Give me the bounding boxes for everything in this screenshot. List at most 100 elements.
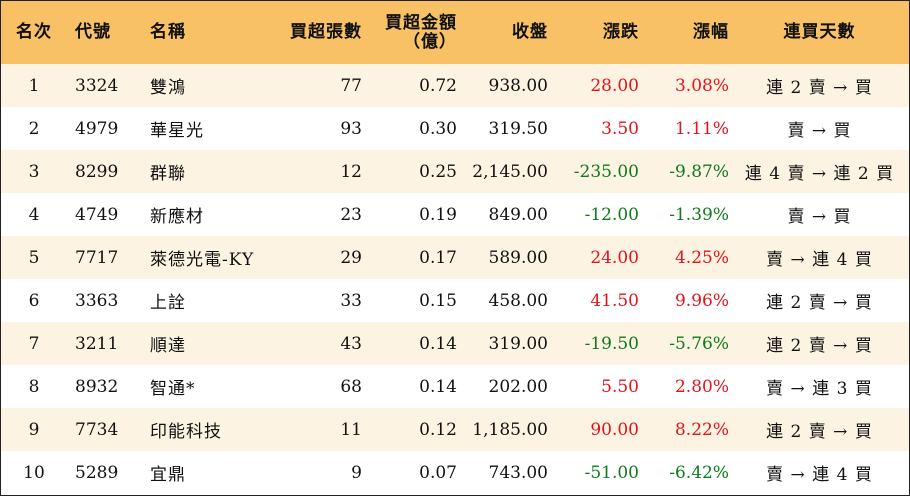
cell-close: 319.00 xyxy=(488,333,548,354)
cell-net-buy-sheets: 11 xyxy=(340,419,362,440)
cell-name: 華星光 xyxy=(150,121,204,141)
cell-change-pct: -1.39% xyxy=(669,204,729,225)
cell-buy-streak: 連 2 賣 → 買 xyxy=(766,78,873,98)
cell-close: 1,185.00 xyxy=(472,419,548,440)
cell-rank: 5 xyxy=(28,247,40,268)
cell-change: -51.00 xyxy=(584,462,639,483)
cell-name: 群聯 xyxy=(150,164,186,184)
cell-change: 3.50 xyxy=(601,118,639,139)
header-amount-line1: 買超金額 xyxy=(385,12,457,33)
cell-net-buy-sheets: 43 xyxy=(340,333,362,354)
cell-change: 41.50 xyxy=(590,290,639,311)
header-net-buy-sheets: 買超張數 xyxy=(290,22,362,42)
header-net-buy-amount: 買超金額 （億） xyxy=(365,1,460,64)
cell-buy-streak: 連 2 賣 → 買 xyxy=(766,336,873,356)
cell-change: -235.00 xyxy=(573,161,639,182)
cell-change-pct: 3.08% xyxy=(674,75,729,96)
cell-change: -12.00 xyxy=(584,204,639,225)
cell-close: 938.00 xyxy=(488,75,548,96)
cell-change-pct: 9.96% xyxy=(674,290,729,311)
cell-close: 319.50 xyxy=(488,118,548,139)
header-change-pct: 漲幅 xyxy=(693,22,729,42)
cell-code: 8299 xyxy=(75,161,119,182)
cell-buy-streak: 賣 → 連 4 買 xyxy=(766,465,873,485)
cell-rank: 1 xyxy=(28,75,40,96)
cell-buy-streak: 賣 → 連 3 買 xyxy=(766,379,873,399)
cell-net-buy-sheets: 33 xyxy=(340,290,362,311)
cell-name: 印能科技 xyxy=(150,422,222,442)
cell-net-buy-amount: 0.17 xyxy=(419,247,457,268)
cell-change-pct: 8.22% xyxy=(674,419,729,440)
cell-rank: 7 xyxy=(28,333,40,354)
cell-name: 新應材 xyxy=(150,207,204,227)
cell-close: 849.00 xyxy=(488,204,548,225)
header-buy-streak: 連買天數 xyxy=(783,22,856,42)
cell-net-buy-sheets: 77 xyxy=(340,75,362,96)
table-row: 2 4979 華星光 93 0.30 319.50 3.50 1.11% 賣 → 買 xyxy=(1,107,909,150)
cell-buy-streak: 賣 → 買 xyxy=(787,121,852,141)
cell-change: 28.00 xyxy=(590,75,639,96)
cell-change-pct: -5.76% xyxy=(669,333,729,354)
table-row: 9 7734 印能科技 11 0.12 1,185.00 90.00 8.22% 連 2 賣 →… xyxy=(1,408,909,451)
cell-rank: 4 xyxy=(28,204,40,225)
cell-buy-streak: 連 2 賣 → 買 xyxy=(766,293,873,313)
header-change: 漲跌 xyxy=(603,22,639,42)
table-header-row: 名次 代號 名稱 買超張數 買超金額 （億） 收盤 漲跌 漲幅 連買天數 xyxy=(1,1,909,64)
cell-net-buy-sheets: 9 xyxy=(351,462,362,483)
cell-buy-streak: 賣 → 連 4 買 xyxy=(766,250,873,270)
cell-change-pct: 1.11% xyxy=(674,118,729,139)
cell-name: 宜鼎 xyxy=(150,465,186,485)
cell-close: 2,145.00 xyxy=(472,161,548,182)
cell-name: 雙鴻 xyxy=(150,78,186,98)
table-row: 1 3324 雙鴻 77 0.72 938.00 28.00 3.08% 連 2 賣 → 買 xyxy=(1,64,909,107)
cell-name: 萊德光電-KY xyxy=(150,250,255,270)
cell-code: 8932 xyxy=(75,376,119,397)
cell-code: 4749 xyxy=(75,204,119,225)
cell-change-pct: 2.80% xyxy=(674,376,729,397)
cell-net-buy-amount: 0.30 xyxy=(419,118,457,139)
cell-change: 24.00 xyxy=(590,247,639,268)
cell-code: 7717 xyxy=(75,247,119,268)
cell-buy-streak: 連 4 賣 → 連 2 買 xyxy=(744,164,895,184)
header-close: 收盤 xyxy=(512,22,548,42)
cell-rank: 10 xyxy=(23,462,45,483)
table-row: 7 3211 順達 43 0.14 319.00 -19.50 -5.76% 連 2 賣 → 買 xyxy=(1,322,909,365)
cell-buy-streak: 連 2 賣 → 買 xyxy=(766,422,873,442)
table-row: 8 8932 智通* 68 0.14 202.00 5.50 2.80% 賣 → 連 3 買 xyxy=(1,365,909,408)
table-row: 5 7717 萊德光電-KY 29 0.17 589.00 24.00 4.25% 賣 → 連 … xyxy=(1,236,909,279)
cell-change: 5.50 xyxy=(601,376,639,397)
cell-net-buy-amount: 0.72 xyxy=(419,75,457,96)
cell-change-pct: -6.42% xyxy=(669,462,729,483)
header-amount-line2: （億） xyxy=(403,31,457,52)
cell-close: 458.00 xyxy=(488,290,548,311)
cell-name: 智通* xyxy=(150,379,196,399)
cell-net-buy-sheets: 23 xyxy=(340,204,362,225)
cell-net-buy-sheets: 93 xyxy=(340,118,362,139)
cell-net-buy-amount: 0.19 xyxy=(419,204,457,225)
cell-net-buy-sheets: 12 xyxy=(340,161,362,182)
cell-rank: 8 xyxy=(28,376,40,397)
header-code: 代號 xyxy=(75,22,111,42)
header-rank: 名次 xyxy=(16,22,52,42)
cell-code: 7734 xyxy=(75,419,119,440)
cell-code: 4979 xyxy=(75,118,119,139)
cell-code: 3324 xyxy=(75,75,119,96)
cell-code: 5289 xyxy=(75,462,119,483)
cell-net-buy-amount: 0.15 xyxy=(419,290,457,311)
cell-change-pct: 4.25% xyxy=(674,247,729,268)
cell-net-buy-amount: 0.25 xyxy=(419,161,457,182)
cell-rank: 3 xyxy=(28,161,40,182)
cell-close: 202.00 xyxy=(488,376,548,397)
cell-net-buy-sheets: 29 xyxy=(340,247,362,268)
cell-name: 上詮 xyxy=(150,293,186,313)
cell-net-buy-amount: 0.14 xyxy=(419,376,457,397)
cell-net-buy-amount: 0.14 xyxy=(419,333,457,354)
cell-net-buy-sheets: 68 xyxy=(340,376,362,397)
cell-close: 589.00 xyxy=(488,247,548,268)
table-row: 6 3363 上詮 33 0.15 458.00 41.50 9.96% 連 2 賣 → 買 xyxy=(1,279,909,322)
cell-close: 743.00 xyxy=(488,462,548,483)
cell-rank: 9 xyxy=(28,419,40,440)
table-row: 3 8299 群聯 12 0.25 2,145.00 -235.00 -9.87% 連 4 賣 … xyxy=(1,150,909,193)
